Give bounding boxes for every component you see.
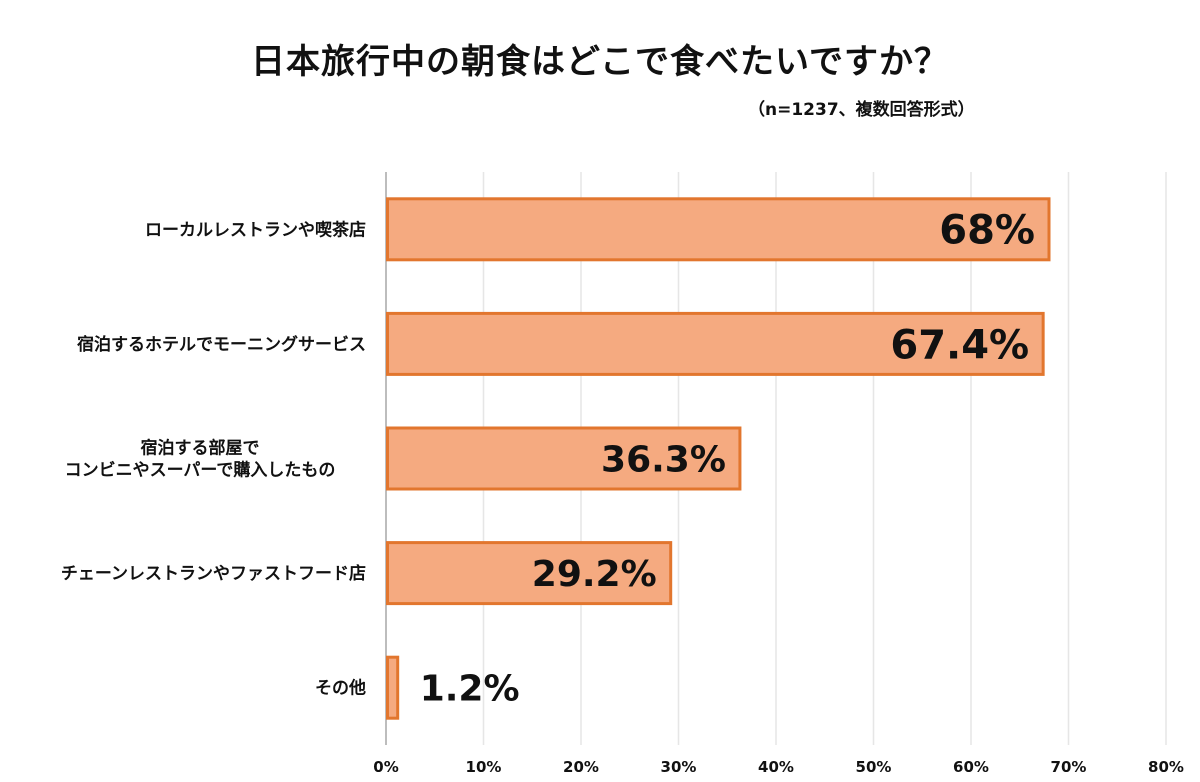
data-label: 67.4%: [890, 322, 1029, 368]
x-tick-label: 10%: [466, 758, 502, 776]
bar: [386, 426, 742, 491]
category-label: ローカルレストランや喫茶店: [145, 219, 366, 240]
category-label: 宿泊するホテルでモーニングサービス: [77, 334, 366, 355]
category-label: 宿泊する部屋で: [141, 438, 260, 459]
bar: [386, 197, 1051, 262]
data-label: 68%: [939, 208, 1035, 254]
x-tick-label: 30%: [661, 758, 697, 776]
bar: [386, 541, 673, 606]
x-tick-label: 70%: [1051, 758, 1087, 776]
x-tick-label: 20%: [563, 758, 599, 776]
chart-subtitle: （n=1237、複数回答形式）: [748, 100, 975, 120]
data-label: 36.3%: [601, 439, 726, 480]
x-tick-label: 50%: [856, 758, 892, 776]
bar: [386, 311, 1045, 376]
x-tick-label: 60%: [953, 758, 989, 776]
x-tick-label: 0%: [373, 758, 398, 776]
x-tick-label: 80%: [1148, 758, 1184, 776]
bar: [386, 655, 400, 720]
x-tick-label: 40%: [758, 758, 794, 776]
data-label: 29.2%: [532, 554, 657, 595]
category-label: その他: [315, 678, 366, 699]
category-label: チェーンレストランやファストフード店: [61, 563, 366, 584]
data-label: 1.2%: [420, 669, 520, 710]
chart-title: 日本旅行中の朝食はどこで食べたいですか？: [251, 42, 949, 82]
category-label: コンビニやスーパーで購入したもの: [65, 460, 336, 481]
